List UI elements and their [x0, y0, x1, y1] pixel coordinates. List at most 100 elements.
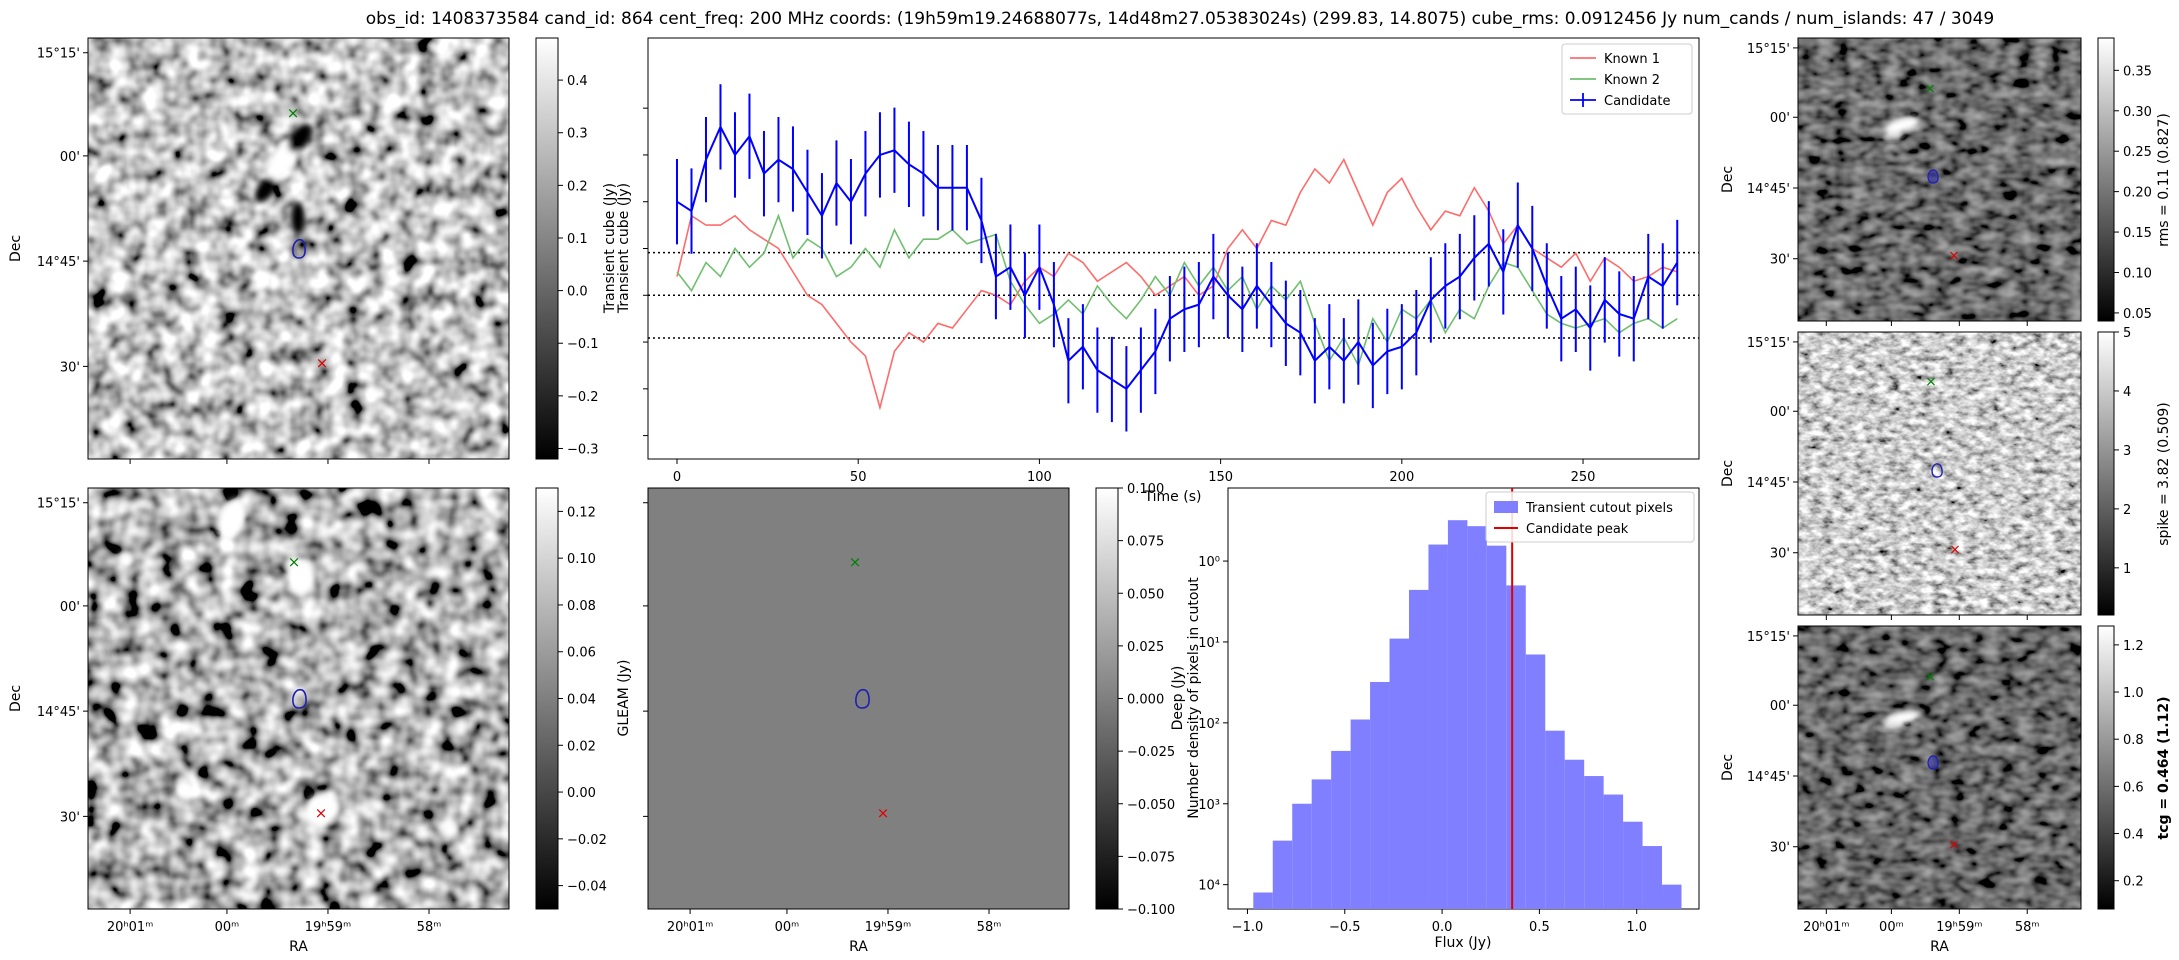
- colorbar-tick-label: 1.2: [2123, 639, 2144, 654]
- colorbar-tick-label: 0.6: [2123, 780, 2144, 795]
- colorbar-tick-label: 0.2: [2123, 875, 2144, 890]
- hist-xtick-label: −1.0: [1232, 920, 1264, 935]
- colorbar-tick-label: 0.02: [567, 739, 596, 754]
- transient-image-panel: × ×: [87, 37, 510, 460]
- colorbar-tick-label: 0.35: [2123, 64, 2152, 79]
- dec-tick-label: 30': [1770, 253, 1790, 268]
- dec-tick-label: 00': [1770, 699, 1790, 714]
- ra-tick-label: 20ʰ01ᵐ: [667, 920, 713, 935]
- lc-xtick-label: 100: [1027, 470, 1052, 485]
- lightcurve-xlabel: Time (s): [1144, 489, 1202, 505]
- colorbar-tick-label: 0.050: [1127, 587, 1164, 602]
- colorbar-tick-label: 5: [2123, 326, 2131, 341]
- histogram-bar: [1272, 840, 1293, 909]
- hist-ylabel: Number density of pixels in cutout: [1186, 577, 1202, 819]
- dec-tick-label: 00': [1770, 405, 1790, 420]
- hist-xtick-label: 1.0: [1626, 920, 1647, 935]
- colorbar-gleam: [1095, 487, 1119, 910]
- histogram-bar: [1428, 544, 1448, 909]
- colorbar-tick-label: −0.1: [567, 337, 599, 352]
- colorbar-label-tcg: tcg = 0.464 (1.12): [2156, 697, 2172, 840]
- colorbar-tick-label: 0.8: [2123, 733, 2144, 748]
- hist-ytick-label: 10¹: [1198, 636, 1220, 651]
- spike-image: [1798, 332, 2081, 615]
- dec-tick-label: 30': [1770, 547, 1790, 562]
- known2-marker: ×: [877, 804, 890, 822]
- deep-image-panel: × ×: [87, 487, 510, 910]
- dec-tick-label: 00': [60, 600, 80, 615]
- colorbar-tick-label: 0.04: [567, 693, 596, 708]
- ra-tick-label: 20ʰ01ᵐ: [1803, 920, 1849, 935]
- colorbar-tick-label: 0.20: [2123, 186, 2152, 201]
- known2-marker: ×: [1948, 837, 1960, 853]
- colorbar-tick-label: 0.0: [567, 285, 588, 300]
- colorbar-transient: [535, 37, 559, 460]
- colorbar-spike: [2097, 331, 2115, 616]
- ra-tick-label: 58ᵐ: [977, 920, 1002, 935]
- colorbar-tick-label: 0.10: [2123, 266, 2152, 281]
- dec-axis-label: Dec: [8, 685, 24, 712]
- known2-marker: ×: [1948, 248, 1960, 264]
- ra-tick-label: 00ᵐ: [1879, 920, 1904, 935]
- transient-bright-feature: [254, 123, 312, 234]
- ra-axis-label: RA: [289, 939, 308, 955]
- histogram-bar: [1603, 794, 1624, 909]
- lightcurve-axes: [647, 37, 1700, 460]
- dec-tick-label: 14°45': [37, 255, 80, 270]
- histogram-bar: [1389, 638, 1410, 909]
- colorbar-tick-label: 0.000: [1127, 693, 1164, 708]
- colorbar-tick-label: −0.3: [567, 442, 599, 457]
- dec-tick-label: 14°45': [1747, 476, 1790, 491]
- histogram-bar: [1486, 545, 1507, 909]
- colorbar-deep: [535, 487, 559, 910]
- lightcurve-legend: [1561, 43, 1693, 115]
- colorbar-tick-label: 0.15: [2123, 226, 2152, 241]
- histogram-bar: [1584, 776, 1604, 909]
- histogram-bar: [1564, 759, 1585, 909]
- colorbar-tick-label: 4: [2123, 385, 2131, 400]
- hist-ytick-label: 10⁰: [1198, 555, 1220, 570]
- histogram-bar: [1331, 750, 1351, 909]
- colorbar-label-gleam: GLEAM (Jy): [616, 660, 632, 737]
- known1-marker: ×: [849, 553, 862, 571]
- colorbar-tick-label: 0.30: [2123, 105, 2152, 120]
- transient-image: [88, 38, 509, 459]
- dec-tick-label: 14°45': [1747, 770, 1790, 785]
- series-line-known-2: [676, 213, 1678, 368]
- gleam-image: [647, 487, 1070, 910]
- hist-ytick-label: 10³: [1198, 798, 1220, 813]
- dec-tick-label: 30': [60, 360, 80, 375]
- rms-image-panel: × ×: [1797, 37, 2082, 322]
- colorbar-tick-label: 0.1: [567, 232, 588, 247]
- candidate-contour: [292, 688, 307, 709]
- dec-tick-label: 00': [60, 150, 80, 165]
- histogram-bar: [1662, 884, 1682, 909]
- colorbar-tick-label: 0.4: [567, 74, 588, 89]
- colorbar-tick-label: 0.08: [567, 599, 596, 614]
- colorbar-tick-label: 0.025: [1127, 640, 1164, 655]
- dec-axis-label: Dec: [8, 235, 24, 262]
- legend-label: Known 1: [1604, 52, 1660, 67]
- figure-title: obs_id: 1408373584 cand_id: 864 cent_fre…: [366, 9, 1994, 29]
- ra-tick-label: 19ʰ59ᵐ: [305, 920, 351, 935]
- colorbar-label-spike: spike = 3.82 (0.509): [2156, 402, 2172, 546]
- histogram-bar: [1447, 520, 1468, 909]
- colorbar-label-transient: Transient cube (Jy): [616, 183, 632, 314]
- histogram-bar: [1409, 589, 1429, 909]
- dec-axis-label: Dec: [1720, 460, 1736, 487]
- lc-xtick-label: 150: [1208, 470, 1233, 485]
- colorbar-label-rms: rms = 0.11 (0.827): [2156, 113, 2172, 247]
- series-line-candidate: [676, 124, 1679, 391]
- histogram-bar: [1350, 719, 1371, 909]
- histogram-bar: [1642, 846, 1663, 909]
- candidate-contour: [292, 238, 306, 259]
- ra-tick-label: 19ʰ59ᵐ: [1936, 920, 1982, 935]
- colorbar-tcg: [2097, 625, 2115, 910]
- candidate-contour: [1931, 463, 1943, 478]
- colorbar-tick-label: −0.100: [1127, 903, 1175, 918]
- legend-swatch: [1494, 501, 1518, 513]
- ra-tick-label: 20ʰ01ᵐ: [107, 920, 153, 935]
- known1-marker: ×: [1924, 81, 1936, 97]
- hist-xtick-label: 0.0: [1432, 920, 1453, 935]
